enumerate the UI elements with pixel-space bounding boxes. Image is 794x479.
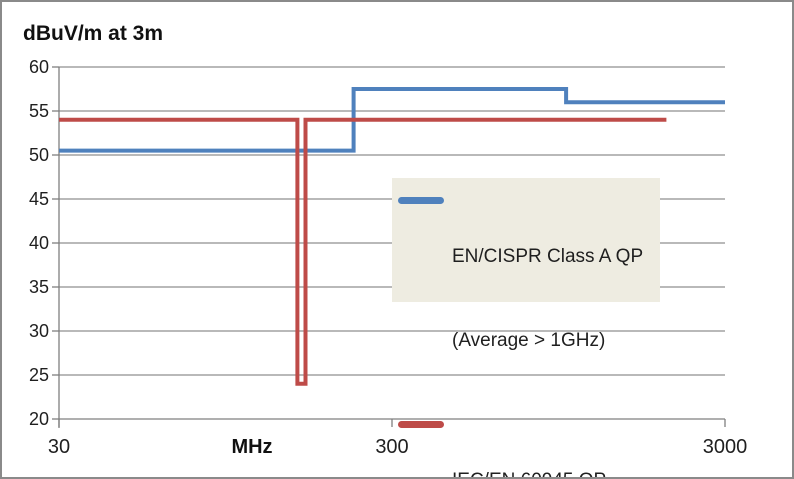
legend-label-line1: IEC/EN 60945 QP (452, 467, 606, 477)
x-axis-title: MHz (231, 436, 272, 458)
y-tick-label: 35 (29, 277, 49, 297)
y-tick-label: 55 (29, 101, 49, 121)
y-tick-label: 25 (29, 365, 49, 385)
y-tick-label: 60 (29, 57, 49, 77)
x-tick-label: 300 (375, 436, 408, 458)
y-tick-label: 30 (29, 321, 49, 341)
legend-item-cispr: EN/CISPR Class A QP (Average > 1GHz) (398, 187, 654, 411)
legend-label-line2: (Average > 1GHz) (452, 330, 606, 351)
y-tick-label: 45 (29, 189, 49, 209)
y-tick-label: 50 (29, 145, 49, 165)
x-tick-label: 30 (48, 436, 70, 458)
legend-swatch-red-line (398, 421, 444, 428)
legend-item-iec60945: IEC/EN 60945 QP (398, 411, 654, 477)
x-tick-label: 3000 (703, 436, 748, 458)
chart-title: dBuV/m at 3m (23, 22, 164, 45)
legend-label: EN/CISPR Class A QP (Average > 1GHz) (452, 187, 643, 411)
legend-label: IEC/EN 60945 QP (452, 411, 606, 477)
legend: EN/CISPR Class A QP (Average > 1GHz) IEC… (392, 178, 660, 477)
legend-swatch-blue-line (398, 197, 444, 204)
legend-label-line1: EN/CISPR Class A QP (452, 246, 644, 267)
y-tick-label: 20 (29, 409, 49, 429)
y-tick-label: 40 (29, 233, 49, 253)
series-line-iec-en-60945 (59, 117, 667, 386)
